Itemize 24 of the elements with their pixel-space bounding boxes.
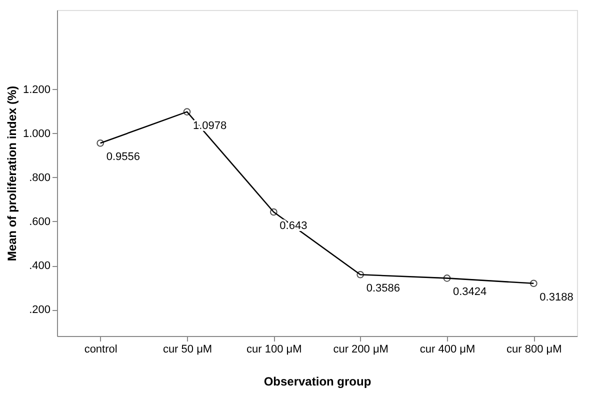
x-tick-label: cur 200 μM: [333, 344, 388, 356]
data-label: 0.9556: [106, 151, 140, 164]
x-axis-title: Observation group: [264, 374, 372, 388]
point: [96, 139, 104, 147]
point: [530, 280, 538, 288]
y-tick-label: .400: [29, 260, 50, 272]
y-tick-label: 1.000: [22, 128, 50, 140]
x-tick-label: cur 400 μM: [420, 344, 476, 356]
x-tick-label: cur 100 μM: [246, 344, 302, 356]
x-tick-label: cur 50 μM: [162, 344, 212, 356]
point: [183, 108, 191, 116]
data-label: 0.3188: [540, 291, 574, 304]
x-tick-label: control: [84, 344, 118, 356]
y-tick-label: .800: [29, 172, 50, 184]
y-axis-title: Mean of proliferation index (%): [4, 86, 19, 262]
x-tick-label: cur 800 μM: [506, 344, 562, 356]
point: [270, 208, 278, 216]
data-label: 0.3424: [453, 286, 487, 298]
y-tick-label: .200: [29, 304, 50, 316]
point: [443, 274, 451, 282]
y-tick-label: 1.200: [22, 84, 50, 96]
data-label: 0.3586: [366, 282, 400, 295]
y-tick-label: .600: [29, 216, 50, 228]
point: [356, 270, 364, 278]
